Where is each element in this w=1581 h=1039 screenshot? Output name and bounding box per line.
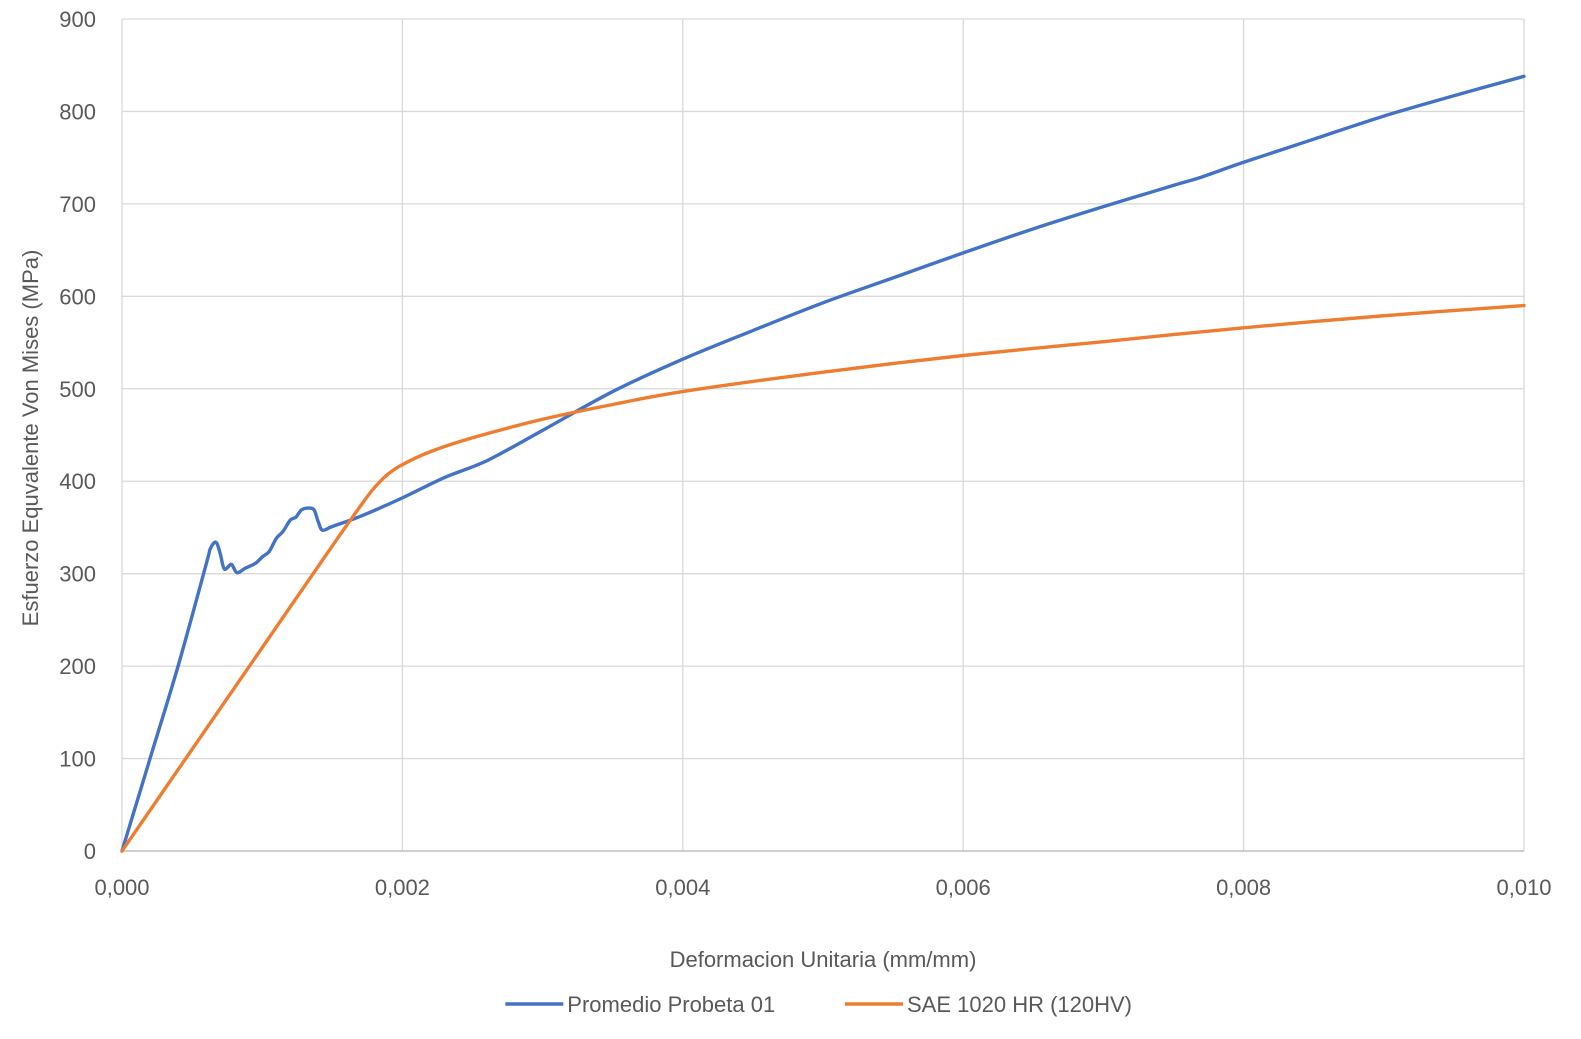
y-tick-label: 800 [59,99,96,124]
y-tick-label: 300 [59,562,96,587]
grid [122,18,1525,851]
x-tick-label: 0,000 [94,875,149,900]
x-tick-label: 0,002 [375,875,430,900]
y-tick-label: 600 [59,284,96,309]
x-tick-label: 0,006 [936,875,991,900]
axes [121,19,1524,852]
y-tick-label: 500 [59,377,96,402]
x-tick-label: 0,004 [655,875,710,900]
y-tick-label: 400 [59,469,96,494]
y-tick-label: 100 [59,747,96,772]
y-tick-label: 900 [59,7,96,32]
y-tick-label: 700 [59,192,96,217]
legend: Promedio Probeta 01 SAE 1020 HR (120HV) [505,992,1132,1017]
y-tick-label: 200 [59,654,96,679]
y-tick-label: 0 [84,839,96,864]
x-tick-label: 0,010 [1496,875,1551,900]
tick-labels: 0 100 200 300 400 500 600 700 800 900 0,000 0,002 0,… [59,7,1551,900]
legend-item: SAE 1020 HR (120HV) [845,992,1132,1017]
legend-label: Promedio Probeta 01 [567,992,775,1017]
series-line-promedio-probeta-01 [120,74,1526,853]
y-axis-title: Esfuerzo Equvalente Von Mises (MPa) [18,250,43,627]
legend-label: SAE 1020 HR (120HV) [907,992,1132,1017]
series-lines [120,74,1526,853]
x-axis-title: Deformacion Unitaria (mm/mm) [670,947,977,972]
x-tick-label: 0,008 [1216,875,1271,900]
series-line-sae-1020-hr-120hv [120,303,1526,853]
legend-item: Promedio Probeta 01 [505,992,775,1017]
